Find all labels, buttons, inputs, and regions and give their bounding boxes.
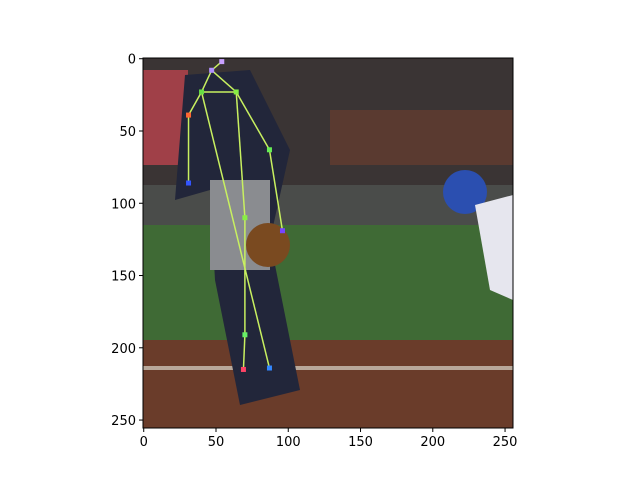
x-tick-label: 200 (420, 435, 445, 450)
keypoint (209, 67, 215, 73)
keypoint (233, 89, 239, 95)
keypoint (242, 215, 248, 221)
keypoint (266, 365, 272, 371)
keypoint (186, 180, 192, 186)
x-tick-label: 250 (493, 435, 518, 450)
y-tick-label: 0 (128, 53, 136, 68)
y-tick-label: 200 (111, 342, 136, 357)
keypoint (266, 147, 272, 153)
skeleton-edge (235, 91, 271, 151)
y-tick-label: 150 (111, 270, 136, 285)
keypoint (279, 228, 285, 234)
skeleton-edge (211, 69, 237, 93)
skeleton-edge (200, 69, 213, 93)
skeleton-edge (200, 91, 271, 369)
skeleton-edge (242, 334, 246, 370)
photo (143, 58, 513, 428)
y-tick-label: 50 (119, 125, 136, 140)
keypoint (242, 332, 248, 338)
y-tick-label: 100 (111, 197, 136, 212)
x-tick-label: 150 (348, 435, 373, 450)
keypoint (219, 59, 225, 65)
y-tick-label: 250 (111, 414, 136, 429)
x-tick-label: 0 (140, 435, 148, 450)
axes-frame (142, 57, 514, 429)
keypoint (199, 89, 205, 95)
keypoint (240, 366, 246, 372)
x-tick-label: 100 (276, 435, 301, 450)
x-tick-label: 50 (208, 435, 225, 450)
keypoint (186, 112, 192, 118)
skeleton-edge (235, 91, 246, 218)
skeleton-edge (268, 149, 284, 231)
skeleton-edge (187, 91, 203, 116)
